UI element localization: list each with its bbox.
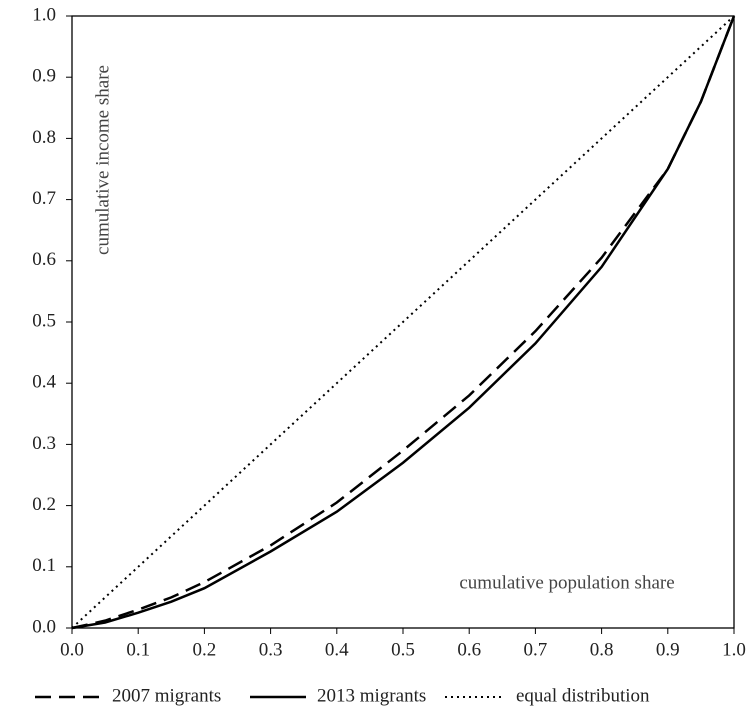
x-tick-label: 0.8 <box>590 639 614 660</box>
y-tick-label: 0.6 <box>32 249 56 270</box>
y-tick-label: 0.2 <box>32 494 56 515</box>
x-tick-label: 0.1 <box>126 639 150 660</box>
y-axis-label: cumulative income share <box>92 65 113 255</box>
x-tick-label: 0.2 <box>193 639 217 660</box>
legend-label: equal distribution <box>516 685 650 706</box>
x-tick-label: 1.0 <box>722 639 746 660</box>
x-tick-label: 0.4 <box>325 639 349 660</box>
x-axis-label: cumulative population share <box>459 572 674 593</box>
y-tick-label: 0.5 <box>32 310 56 331</box>
series-line <box>71 15 736 630</box>
x-tick-label: 0.9 <box>656 639 680 660</box>
y-tick-label: 0.8 <box>32 127 56 148</box>
x-tick-label: 0.3 <box>259 639 283 660</box>
x-tick-label: 0.5 <box>391 639 415 660</box>
series-line <box>71 15 735 629</box>
y-tick-label: 0.4 <box>32 372 56 393</box>
y-tick-label: 0.9 <box>32 66 56 87</box>
legend-label: 2013 migrants <box>317 685 426 706</box>
y-tick-label: 0.7 <box>32 188 56 209</box>
y-tick-label: 1.0 <box>32 4 56 25</box>
y-tick-label: 0.3 <box>32 433 56 454</box>
x-tick-label: 0.6 <box>457 639 481 660</box>
legend-label: 2007 migrants <box>112 685 221 706</box>
x-tick-label: 0.0 <box>60 639 84 660</box>
y-tick-label: 0.1 <box>32 555 56 576</box>
y-tick-label: 0.0 <box>32 616 56 637</box>
x-tick-label: 0.7 <box>524 639 548 660</box>
